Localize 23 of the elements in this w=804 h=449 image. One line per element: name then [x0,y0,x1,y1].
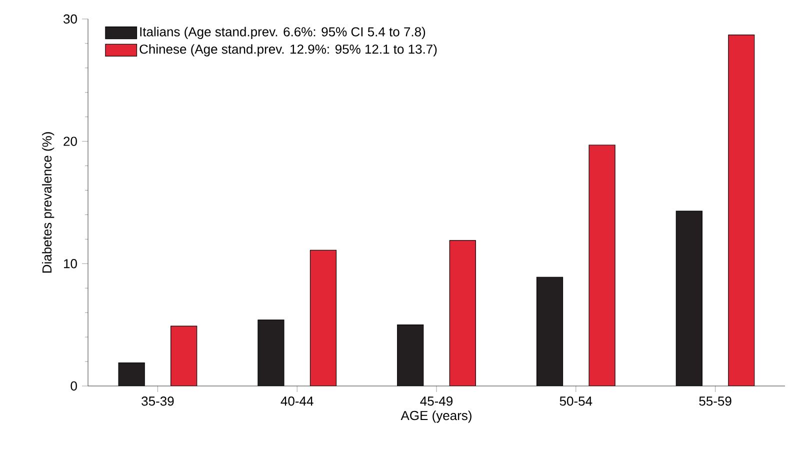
x-tick-label: 45-49 [420,396,453,406]
x-tick-label: 55-59 [699,396,732,406]
bar [676,210,702,386]
y-tick-label: 30 [64,14,77,24]
x-tick-label: 35-39 [142,396,174,406]
legend-label: Italians (Age stand.prev. 6.6%: 95% CI 5.4 to 7.8) [140,26,426,39]
bar [258,320,284,386]
legend-label: Chinese (Age stand.prev. 12.9%: 95% 12.1 to 13.7) [140,44,437,56]
bar [118,362,145,386]
y-tick-label: 10 [64,259,77,268]
bar [397,324,424,386]
bar [170,326,197,386]
x-tick-label: 50-54 [560,396,592,406]
x-tick-label: 40-44 [280,396,314,406]
bar [450,240,476,386]
y-axis-title: Diabetes prevalence (%) [42,132,54,273]
y-tick-label: 0 [70,381,77,391]
x-axis-title: AGE (years) [400,410,472,423]
bar [728,34,755,386]
y-tick-label: 20 [64,136,77,146]
bar [536,277,563,386]
bar [589,144,616,386]
bar [310,250,336,386]
